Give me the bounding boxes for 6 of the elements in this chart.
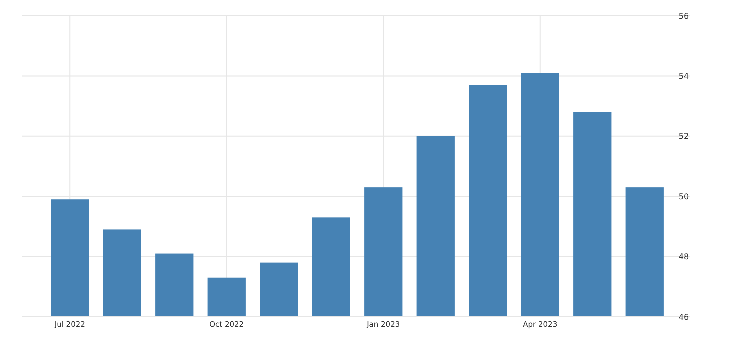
y-tick-label: 54: [678, 72, 690, 81]
y-tick-label: 48: [678, 252, 690, 262]
y-tick-label: 52: [678, 132, 690, 142]
y-tick-label: 46: [678, 312, 690, 322]
y-tick-label: 56: [678, 12, 690, 21]
y-tick-label: 50: [678, 192, 690, 202]
